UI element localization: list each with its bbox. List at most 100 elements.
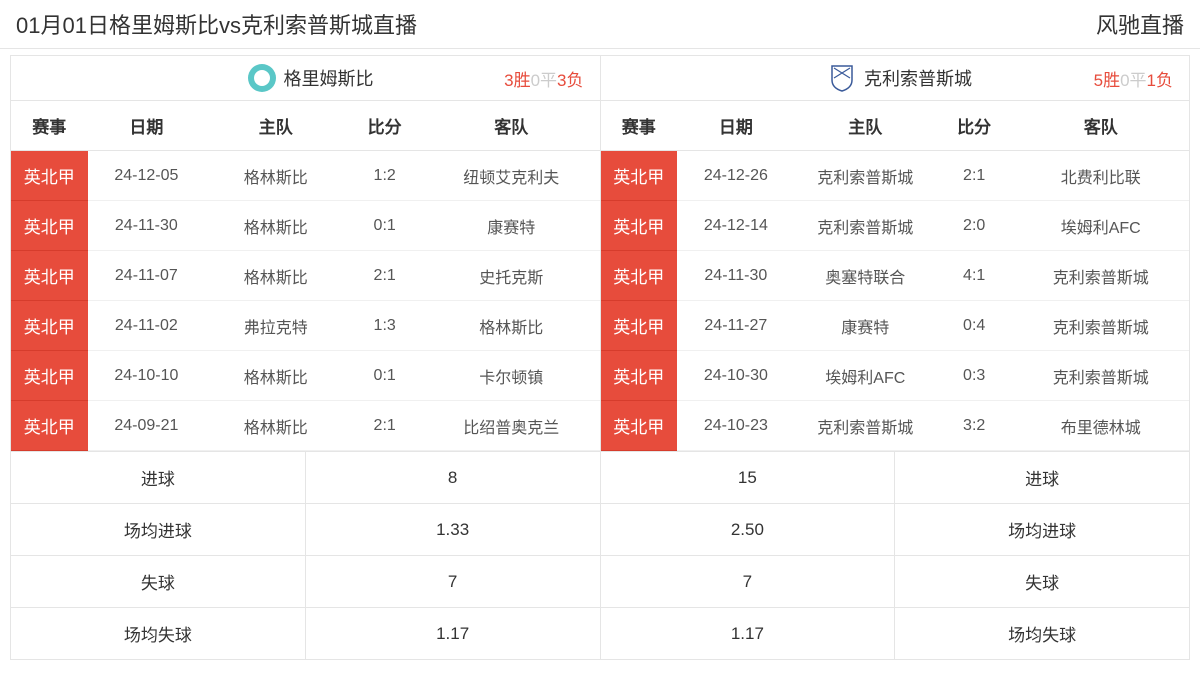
away-cell: 史托克斯 bbox=[423, 251, 600, 301]
away-cell: 克利索普斯城 bbox=[1012, 251, 1189, 301]
away-cell: 埃姆利AFC bbox=[1012, 201, 1189, 251]
col-home: 主队 bbox=[795, 101, 936, 151]
match-row[interactable]: 英北甲24-12-26克利索普斯城2:1北费利比联 bbox=[601, 151, 1190, 201]
right-matches-table: 赛事 日期 主队 比分 客队 英北甲24-12-26克利索普斯城2:1北费利比联… bbox=[601, 101, 1190, 451]
right-team-record: 5胜0平1负 bbox=[1094, 66, 1173, 91]
summary-row: 场均进球1.332.50场均进球 bbox=[11, 504, 1190, 556]
date-cell: 24-12-26 bbox=[677, 151, 795, 201]
match-row[interactable]: 英北甲24-10-10格林斯比0:1卡尔顿镇 bbox=[11, 351, 600, 401]
summary-row: 失球77失球 bbox=[11, 556, 1190, 608]
summary-right-value: 7 bbox=[600, 556, 895, 608]
league-cell: 英北甲 bbox=[11, 251, 88, 301]
home-cell: 奥塞特联合 bbox=[795, 251, 936, 301]
summary-section: 进球815进球场均进球1.332.50场均进球失球77失球场均失球1.171.1… bbox=[0, 451, 1200, 660]
summary-left-label: 失球 bbox=[11, 556, 306, 608]
left-matches-table: 赛事 日期 主队 比分 客队 英北甲24-12-05格林斯比1:2纽顿艾克利夫英… bbox=[11, 101, 600, 451]
summary-right-label: 失球 bbox=[895, 556, 1190, 608]
match-row[interactable]: 英北甲24-12-05格林斯比1:2纽顿艾克利夫 bbox=[11, 151, 600, 201]
match-row[interactable]: 英北甲24-11-30奥塞特联合4:1克利索普斯城 bbox=[601, 251, 1190, 301]
match-comparison: 格里姆斯比 3胜0平3负 赛事 日期 主队 比分 客队 英北甲24-12-05格… bbox=[0, 49, 1200, 451]
home-cell: 弗拉克特 bbox=[205, 301, 346, 351]
summary-left-value: 1.33 bbox=[305, 504, 600, 556]
league-cell: 英北甲 bbox=[11, 301, 88, 351]
date-cell: 24-09-21 bbox=[88, 401, 206, 451]
home-cell: 格林斯比 bbox=[205, 251, 346, 301]
right-team-panel: 克利索普斯城 5胜0平1负 赛事 日期 主队 比分 客队 英北甲24-12-26… bbox=[600, 55, 1191, 451]
league-cell: 英北甲 bbox=[11, 201, 88, 251]
score-cell: 0:1 bbox=[346, 201, 423, 251]
date-cell: 24-11-07 bbox=[88, 251, 206, 301]
score-cell: 0:3 bbox=[936, 351, 1013, 401]
score-cell: 1:3 bbox=[346, 301, 423, 351]
summary-right-value: 15 bbox=[600, 452, 895, 504]
col-league: 赛事 bbox=[11, 101, 88, 151]
summary-left-label: 进球 bbox=[11, 452, 306, 504]
match-row[interactable]: 英北甲24-10-23克利索普斯城3:2布里德林城 bbox=[601, 401, 1190, 451]
left-team-record: 3胜0平3负 bbox=[504, 66, 583, 91]
date-cell: 24-12-14 bbox=[677, 201, 795, 251]
date-cell: 24-10-30 bbox=[677, 351, 795, 401]
league-cell: 英北甲 bbox=[601, 201, 678, 251]
away-cell: 克利索普斯城 bbox=[1012, 351, 1189, 401]
home-cell: 格林斯比 bbox=[205, 351, 346, 401]
col-home: 主队 bbox=[205, 101, 346, 151]
match-row[interactable]: 英北甲24-12-14克利索普斯城2:0埃姆利AFC bbox=[601, 201, 1190, 251]
summary-right-label: 场均失球 bbox=[895, 608, 1190, 660]
home-cell: 克利索普斯城 bbox=[795, 401, 936, 451]
away-cell: 格林斯比 bbox=[423, 301, 600, 351]
away-cell: 克利索普斯城 bbox=[1012, 301, 1189, 351]
date-cell: 24-11-27 bbox=[677, 301, 795, 351]
match-row[interactable]: 英北甲24-11-02弗拉克特1:3格林斯比 bbox=[11, 301, 600, 351]
league-cell: 英北甲 bbox=[601, 351, 678, 401]
league-cell: 英北甲 bbox=[11, 351, 88, 401]
summary-left-label: 场均进球 bbox=[11, 504, 306, 556]
home-cell: 埃姆利AFC bbox=[795, 351, 936, 401]
away-cell: 纽顿艾克利夫 bbox=[423, 151, 600, 201]
away-cell: 北费利比联 bbox=[1012, 151, 1189, 201]
match-row[interactable]: 英北甲24-11-30格林斯比0:1康赛特 bbox=[11, 201, 600, 251]
away-cell: 卡尔顿镇 bbox=[423, 351, 600, 401]
match-row[interactable]: 英北甲24-09-21格林斯比2:1比绍普奥克兰 bbox=[11, 401, 600, 451]
league-cell: 英北甲 bbox=[601, 251, 678, 301]
col-league: 赛事 bbox=[601, 101, 678, 151]
summary-left-value: 1.17 bbox=[305, 608, 600, 660]
summary-left-label: 场均失球 bbox=[11, 608, 306, 660]
league-cell: 英北甲 bbox=[601, 401, 678, 451]
left-team-name: 格里姆斯比 bbox=[284, 65, 374, 91]
match-row[interactable]: 英北甲24-10-30埃姆利AFC0:3克利索普斯城 bbox=[601, 351, 1190, 401]
summary-right-value: 2.50 bbox=[600, 504, 895, 556]
home-cell: 克利索普斯城 bbox=[795, 201, 936, 251]
score-cell: 1:2 bbox=[346, 151, 423, 201]
summary-right-label: 场均进球 bbox=[895, 504, 1190, 556]
summary-left-value: 7 bbox=[305, 556, 600, 608]
home-cell: 克利索普斯城 bbox=[795, 151, 936, 201]
away-cell: 布里德林城 bbox=[1012, 401, 1189, 451]
summary-right-value: 1.17 bbox=[600, 608, 895, 660]
summary-right-label: 进球 bbox=[895, 452, 1190, 504]
date-cell: 24-11-30 bbox=[88, 201, 206, 251]
col-date: 日期 bbox=[677, 101, 795, 151]
date-cell: 24-11-02 bbox=[88, 301, 206, 351]
site-name: 风驰直播 bbox=[1096, 8, 1184, 40]
away-cell: 康赛特 bbox=[423, 201, 600, 251]
summary-table: 进球815进球场均进球1.332.50场均进球失球77失球场均失球1.171.1… bbox=[10, 451, 1190, 660]
date-cell: 24-10-23 bbox=[677, 401, 795, 451]
score-cell: 0:1 bbox=[346, 351, 423, 401]
score-cell: 0:4 bbox=[936, 301, 1013, 351]
home-cell: 格林斯比 bbox=[205, 401, 346, 451]
league-cell: 英北甲 bbox=[601, 151, 678, 201]
left-team-header: 格里姆斯比 3胜0平3负 bbox=[11, 56, 600, 101]
date-cell: 24-12-05 bbox=[88, 151, 206, 201]
league-cell: 英北甲 bbox=[601, 301, 678, 351]
date-cell: 24-10-10 bbox=[88, 351, 206, 401]
page-header: 01月01日格里姆斯比vs克利索普斯城直播 风驰直播 bbox=[0, 0, 1200, 49]
score-cell: 3:2 bbox=[936, 401, 1013, 451]
match-row[interactable]: 英北甲24-11-07格林斯比2:1史托克斯 bbox=[11, 251, 600, 301]
col-score: 比分 bbox=[346, 101, 423, 151]
col-away: 客队 bbox=[423, 101, 600, 151]
match-row[interactable]: 英北甲24-11-27康赛特0:4克利索普斯城 bbox=[601, 301, 1190, 351]
league-cell: 英北甲 bbox=[11, 151, 88, 201]
home-cell: 康赛特 bbox=[795, 301, 936, 351]
date-cell: 24-11-30 bbox=[677, 251, 795, 301]
right-team-name: 克利索普斯城 bbox=[864, 65, 972, 91]
